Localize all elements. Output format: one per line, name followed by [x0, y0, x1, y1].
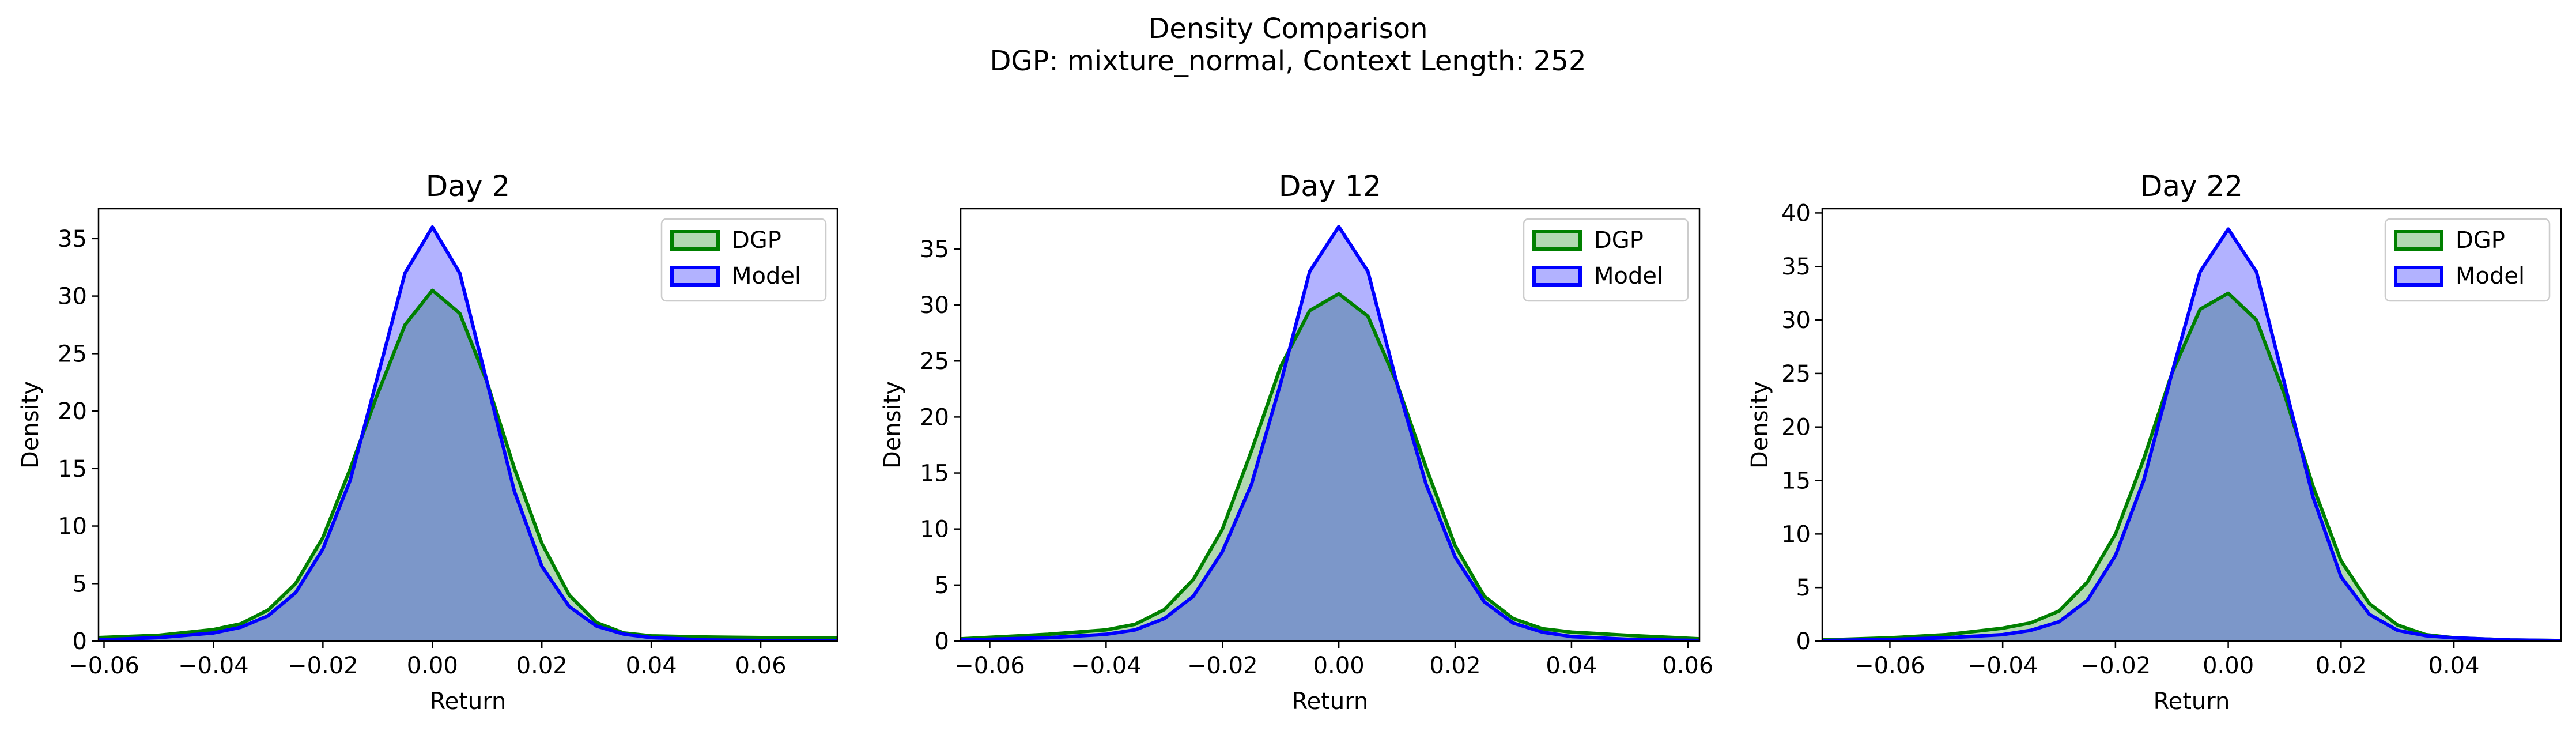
legend-label-dgp: DGP: [2456, 227, 2505, 254]
x-tick-label: 0.06: [735, 653, 787, 679]
y-tick-label: 20: [1781, 414, 1811, 441]
subplot-3: −0.06 −0.04 −0.02 0.00 0.02 0.04 0 5 10 15 20 25 30 3…: [1747, 169, 2562, 715]
plot-area: [961, 225, 1699, 641]
y-tick-label: 0: [935, 628, 949, 655]
series-line-model: [99, 225, 837, 641]
legend-frame: [2384, 218, 2551, 302]
y-tick-label: 25: [1781, 361, 1811, 387]
legend-swatch-dgp: [670, 230, 720, 251]
x-axis-label: Return: [430, 688, 507, 715]
axes-frame: [960, 208, 1701, 642]
y-tick-label: 15: [1781, 468, 1811, 495]
x-tick-label: −0.06: [954, 653, 1025, 679]
series-line-model: [1822, 227, 2561, 641]
x-tick-label: 0.00: [1313, 653, 1365, 679]
legend-frame: [1523, 218, 1689, 302]
series-area-model: [1822, 229, 2561, 641]
plot-area: [99, 225, 837, 641]
figure-title-line2: DGP: mixture_normal, Context Length: 252: [989, 45, 1586, 77]
y-tick-label: 20: [920, 404, 949, 431]
x-tick-label: −0.04: [1071, 653, 1142, 679]
y-tick-label: 10: [920, 517, 949, 543]
legend-label-model: Model: [2456, 263, 2525, 289]
y-tick-label: 10: [58, 514, 87, 540]
y-tick-label: 20: [58, 398, 87, 425]
x-tick-label: 0.02: [2316, 653, 2367, 679]
subplots: −0.06 −0.04 −0.02 0.00 0.02 0.04 0.06 0 5 10 15 20 2…: [17, 169, 2562, 715]
x-tick-label: −0.02: [1187, 653, 1258, 679]
series-area-dgp: [961, 293, 1699, 641]
x-tick-label: 0.02: [1430, 653, 1481, 679]
subplot-1: −0.06 −0.04 −0.02 0.00 0.02 0.04 0.06 0 5 10 15 20 2…: [17, 169, 838, 715]
x-tick-label: −0.02: [2080, 653, 2151, 679]
y-tick-label: 25: [920, 348, 949, 375]
legend-swatch-model: [1532, 266, 1582, 287]
y-tick-label: 15: [58, 456, 87, 483]
series-area-model: [961, 227, 1699, 641]
y-tick-label: 10: [1781, 521, 1811, 548]
legend: DGP Model: [2384, 218, 2551, 302]
y-tick-label: 25: [58, 341, 87, 367]
x-tick-label: −0.06: [1854, 653, 1925, 679]
series-area-model: [99, 227, 837, 641]
x-tick-label: 0.02: [516, 653, 568, 679]
x-tick-label: −0.06: [69, 653, 139, 679]
plot-area: [1822, 227, 2561, 641]
y-axis-label: Density: [17, 381, 44, 469]
legend-label-model: Model: [1594, 263, 1663, 289]
x-axis-label: Return: [2154, 688, 2230, 715]
y-tick-label: 40: [1781, 200, 1811, 227]
x-tick-label: −0.02: [288, 653, 358, 679]
x-tick-label: 0.04: [626, 653, 677, 679]
legend-label-model: Model: [732, 263, 801, 289]
axes-frame: [1821, 208, 2562, 642]
x-tick-label: −0.04: [178, 653, 249, 679]
y-tick-label: 35: [1781, 254, 1811, 280]
y-tick-label: 35: [920, 236, 949, 263]
series-line-dgp: [961, 292, 1699, 641]
legend: DGP Model: [660, 218, 827, 302]
y-tick-label: 0: [1796, 628, 1811, 655]
subplot-2: −0.06 −0.04 −0.02 0.00 0.02 0.04 0.06 0 5 10 15 20 2…: [879, 169, 1713, 715]
y-tick-label: 5: [1796, 575, 1811, 601]
y-tick-label: 30: [920, 292, 949, 319]
subplot-title: Day 2: [426, 169, 510, 203]
y-tick-label: 5: [73, 571, 87, 597]
y-tick-label: 30: [58, 284, 87, 310]
x-tick-label: 0.04: [2428, 653, 2480, 679]
x-tick-label: 0.00: [407, 653, 458, 679]
y-tick-label: 35: [58, 226, 87, 252]
x-tick-label: 0.04: [1546, 653, 1597, 679]
series-line-model: [961, 225, 1699, 641]
axes-frame: [97, 208, 838, 642]
figure-title-line1: Density Comparison: [1148, 13, 1427, 45]
x-axis-label: Return: [1292, 688, 1369, 715]
legend-swatch-dgp: [1532, 230, 1582, 251]
legend-swatch-model: [670, 266, 720, 287]
x-tick-label: −0.04: [1967, 653, 2038, 679]
legend-swatch-model: [2394, 266, 2443, 287]
legend-swatch-dgp: [2394, 230, 2443, 251]
legend-frame: [660, 218, 827, 302]
series-line-dgp: [1822, 291, 2561, 641]
y-tick-label: 15: [920, 461, 949, 487]
y-tick-label: 5: [935, 572, 949, 599]
series-area-dgp: [1822, 293, 2561, 641]
y-axis-label: Density: [1747, 381, 1773, 469]
y-tick-label: 0: [73, 628, 87, 655]
x-tick-label: 0.06: [1662, 653, 1713, 679]
series-area-dgp: [99, 290, 837, 641]
legend-label-dgp: DGP: [1594, 227, 1644, 254]
y-tick-label: 30: [1781, 307, 1811, 334]
x-tick-label: 0.00: [2203, 653, 2254, 679]
legend-label-dgp: DGP: [732, 227, 781, 254]
subplot-title: Day 12: [1279, 169, 1381, 203]
subplot-title: Day 22: [2140, 169, 2243, 203]
legend: DGP Model: [1523, 218, 1689, 302]
y-axis-label: Density: [879, 381, 906, 469]
